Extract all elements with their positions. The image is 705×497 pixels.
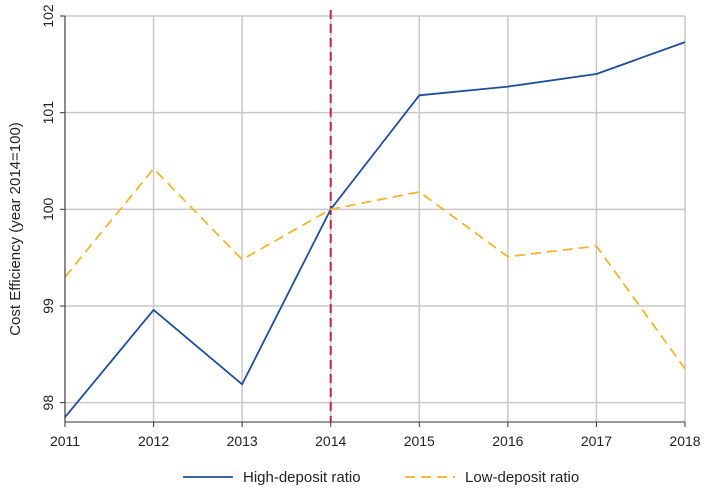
data-point (683, 40, 688, 45)
tick-labels: 2011 2012 2013 2014 2015 2016 2017 2018 98 99 100 1… (40, 4, 701, 449)
legend-label: Low-deposit ratio (465, 469, 579, 486)
data-point (417, 93, 422, 98)
data-point (594, 244, 599, 249)
data-point (417, 189, 422, 194)
y-tick-label: 99 (40, 298, 56, 314)
data-point (505, 254, 510, 259)
y-tick-label: 98 (40, 395, 56, 411)
data-point (328, 207, 333, 212)
data-point (505, 84, 510, 89)
x-tick-label: 2018 (669, 433, 700, 449)
data-point (594, 72, 599, 77)
x-tick-label: 2015 (404, 433, 435, 449)
series-line-low-deposit (64, 167, 686, 370)
y-tick-label: 102 (40, 4, 56, 28)
gridlines (64, 15, 686, 422)
data-point (683, 366, 688, 371)
x-tick-label: 2016 (492, 433, 523, 449)
legend: High-deposit ratio Low-deposit ratio (183, 469, 579, 486)
series-lines (64, 40, 688, 418)
x-tick-label: 2017 (581, 433, 612, 449)
data-point (240, 257, 245, 262)
x-tick-label: 2012 (138, 433, 169, 449)
data-point (240, 382, 245, 387)
data-point (151, 307, 156, 312)
y-tick-label: 101 (40, 101, 56, 125)
x-tick-label: 2011 (50, 433, 80, 449)
x-tick-label: 2014 (315, 433, 346, 449)
legend-label: High-deposit ratio (243, 469, 361, 486)
plot-frame (64, 16, 685, 423)
series-line-high-deposit (64, 41, 686, 418)
x-tick-label: 2013 (227, 433, 258, 449)
data-point (151, 166, 156, 171)
y-tick-label: 100 (40, 197, 56, 221)
y-axis-title: Cost Efficiency (year 2014=100) (7, 122, 24, 336)
